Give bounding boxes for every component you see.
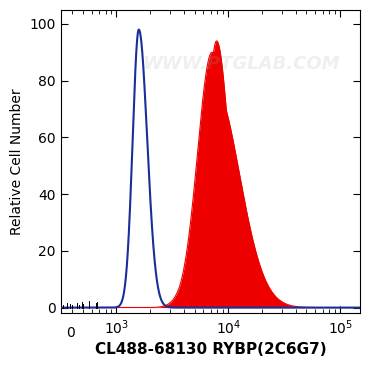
X-axis label: CL488-68130 RYBP(2C6G7): CL488-68130 RYBP(2C6G7) <box>95 342 326 357</box>
Y-axis label: Relative Cell Number: Relative Cell Number <box>10 88 24 235</box>
Text: WWW.PTGLAB.COM: WWW.PTGLAB.COM <box>142 55 339 73</box>
Text: 0: 0 <box>66 326 75 340</box>
